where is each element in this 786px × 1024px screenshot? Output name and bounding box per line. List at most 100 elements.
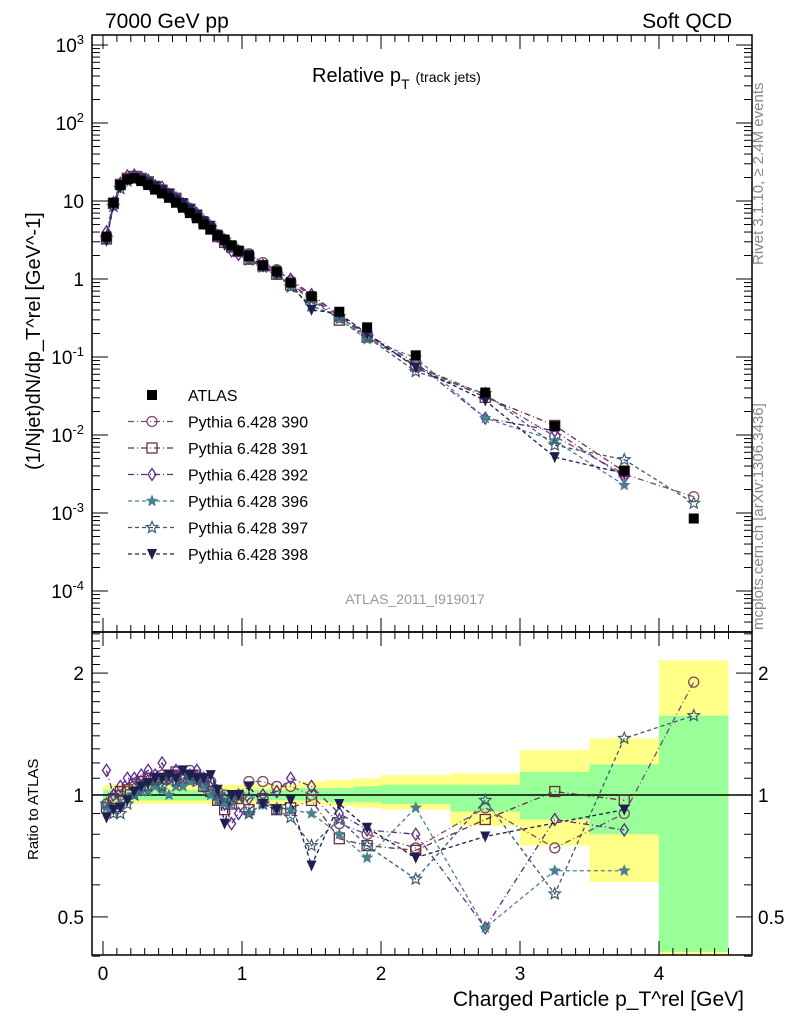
star-marker (360, 851, 374, 864)
triangle-marker (226, 790, 237, 801)
diamond-marker (619, 822, 630, 838)
ratio-tick-label-left: 2 (73, 664, 84, 685)
star-marker (113, 805, 128, 820)
reference-marker (243, 251, 254, 262)
y-tick-label: 10-2 (51, 422, 84, 447)
triangle-marker (212, 784, 223, 796)
y-tick-label: 10-3 (51, 500, 84, 525)
circle-marker (146, 415, 158, 428)
legend-label: Pythia 6.428 392 (188, 468, 308, 485)
star-marker (210, 787, 225, 802)
triangle-marker (205, 770, 216, 782)
star-marker (686, 708, 702, 722)
circle-marker (284, 780, 297, 793)
star-marker (616, 730, 632, 745)
diamond-marker (122, 771, 133, 786)
reference-marker (150, 184, 161, 195)
triangle-marker (198, 773, 209, 785)
stat-uncertainty-band (450, 784, 520, 812)
star-marker (548, 864, 561, 877)
legend-label: Pythia 6.428 398 (188, 547, 308, 564)
ratio-y-axis-label: Ratio to ATLAS (25, 759, 42, 860)
star-marker (332, 811, 347, 826)
triangle-marker (334, 799, 345, 811)
reference-marker (205, 224, 216, 235)
triangle-marker (306, 304, 317, 316)
star-marker (120, 796, 135, 811)
triangle-marker (177, 765, 188, 777)
mcplots-label: mcplots.cern.ch [arXiv:1306.3436] (750, 403, 767, 630)
diamond-marker (205, 774, 216, 789)
star-marker (616, 452, 632, 466)
square-marker (479, 813, 491, 826)
legend-label: Pythia 6.428 397 (188, 521, 308, 538)
ratio-tick-label-right: 2 (758, 664, 769, 685)
reference-marker (688, 513, 699, 524)
triangle-marker (619, 804, 630, 816)
triangle-marker (362, 822, 373, 834)
legend-label: Pythia 6.428 396 (188, 494, 308, 511)
ratio-tick-label-left: 1 (73, 786, 84, 807)
ratio-plot-frame (91, 631, 753, 956)
stat-uncertainty-band (297, 788, 326, 801)
triangle-marker (233, 790, 244, 801)
triangle-marker (219, 818, 230, 830)
y-tick-label: 10-1 (51, 344, 84, 369)
y-tick-label: 10 (63, 192, 84, 213)
star-marker (408, 871, 424, 886)
diamond-marker (334, 806, 345, 821)
square-marker (549, 785, 561, 798)
reference-marker (619, 465, 630, 476)
reference-marker (219, 234, 230, 245)
diamond-marker (108, 787, 119, 803)
x-tick-label: 4 (654, 964, 665, 985)
y-tick-label: 102 (56, 110, 84, 135)
reference-marker (136, 176, 147, 187)
reference-marker (184, 208, 195, 219)
reference-marker (177, 202, 188, 213)
reference-marker (198, 219, 209, 230)
diamond-marker (271, 784, 282, 799)
legend-label: Pythia 6.428 391 (188, 441, 308, 458)
reference-marker (101, 231, 112, 242)
triangle-marker (257, 799, 268, 811)
main-plot-frame (91, 34, 753, 633)
y-tick-label: 10-4 (51, 578, 84, 603)
x-tick-label: 1 (237, 964, 248, 985)
reference-marker (306, 291, 317, 302)
star-marker (162, 788, 176, 801)
star-marker (305, 806, 318, 819)
triangle-marker (285, 795, 296, 807)
diamond-marker (226, 816, 237, 831)
triangle-marker (271, 804, 282, 816)
reference-marker (108, 197, 119, 208)
diamond-marker (157, 755, 167, 771)
legend-label: Pythia 6.428 390 (188, 415, 308, 432)
x-tick-label: 0 (98, 964, 109, 985)
star-marker (99, 796, 114, 811)
triangle-marker (480, 395, 491, 407)
star-marker (127, 787, 142, 802)
triangle-marker (306, 860, 317, 872)
star-marker (547, 886, 563, 900)
star-marker (408, 363, 424, 378)
diamond-marker (233, 806, 244, 821)
triangle-marker (122, 795, 133, 807)
diamond-marker (244, 791, 254, 806)
ratio-tick-label-right: 0.5 (758, 908, 784, 929)
circle-marker (688, 676, 700, 688)
diamond-marker (306, 779, 317, 794)
triangle-marker (143, 778, 154, 790)
circle-marker (688, 491, 700, 503)
reference-marker (122, 174, 133, 185)
x-axis-label: Charged Particle p_T^rel [GeV] (453, 988, 744, 1011)
square-marker (146, 442, 158, 454)
triangle-marker (129, 786, 140, 798)
star-marker (224, 796, 239, 811)
legend-label: ATLAS (188, 388, 238, 405)
stat-uncertainty-band (589, 764, 659, 835)
reference-marker (191, 213, 202, 224)
reference-marker (257, 260, 268, 271)
diamond-marker (549, 812, 560, 827)
reference-marker (129, 173, 140, 184)
